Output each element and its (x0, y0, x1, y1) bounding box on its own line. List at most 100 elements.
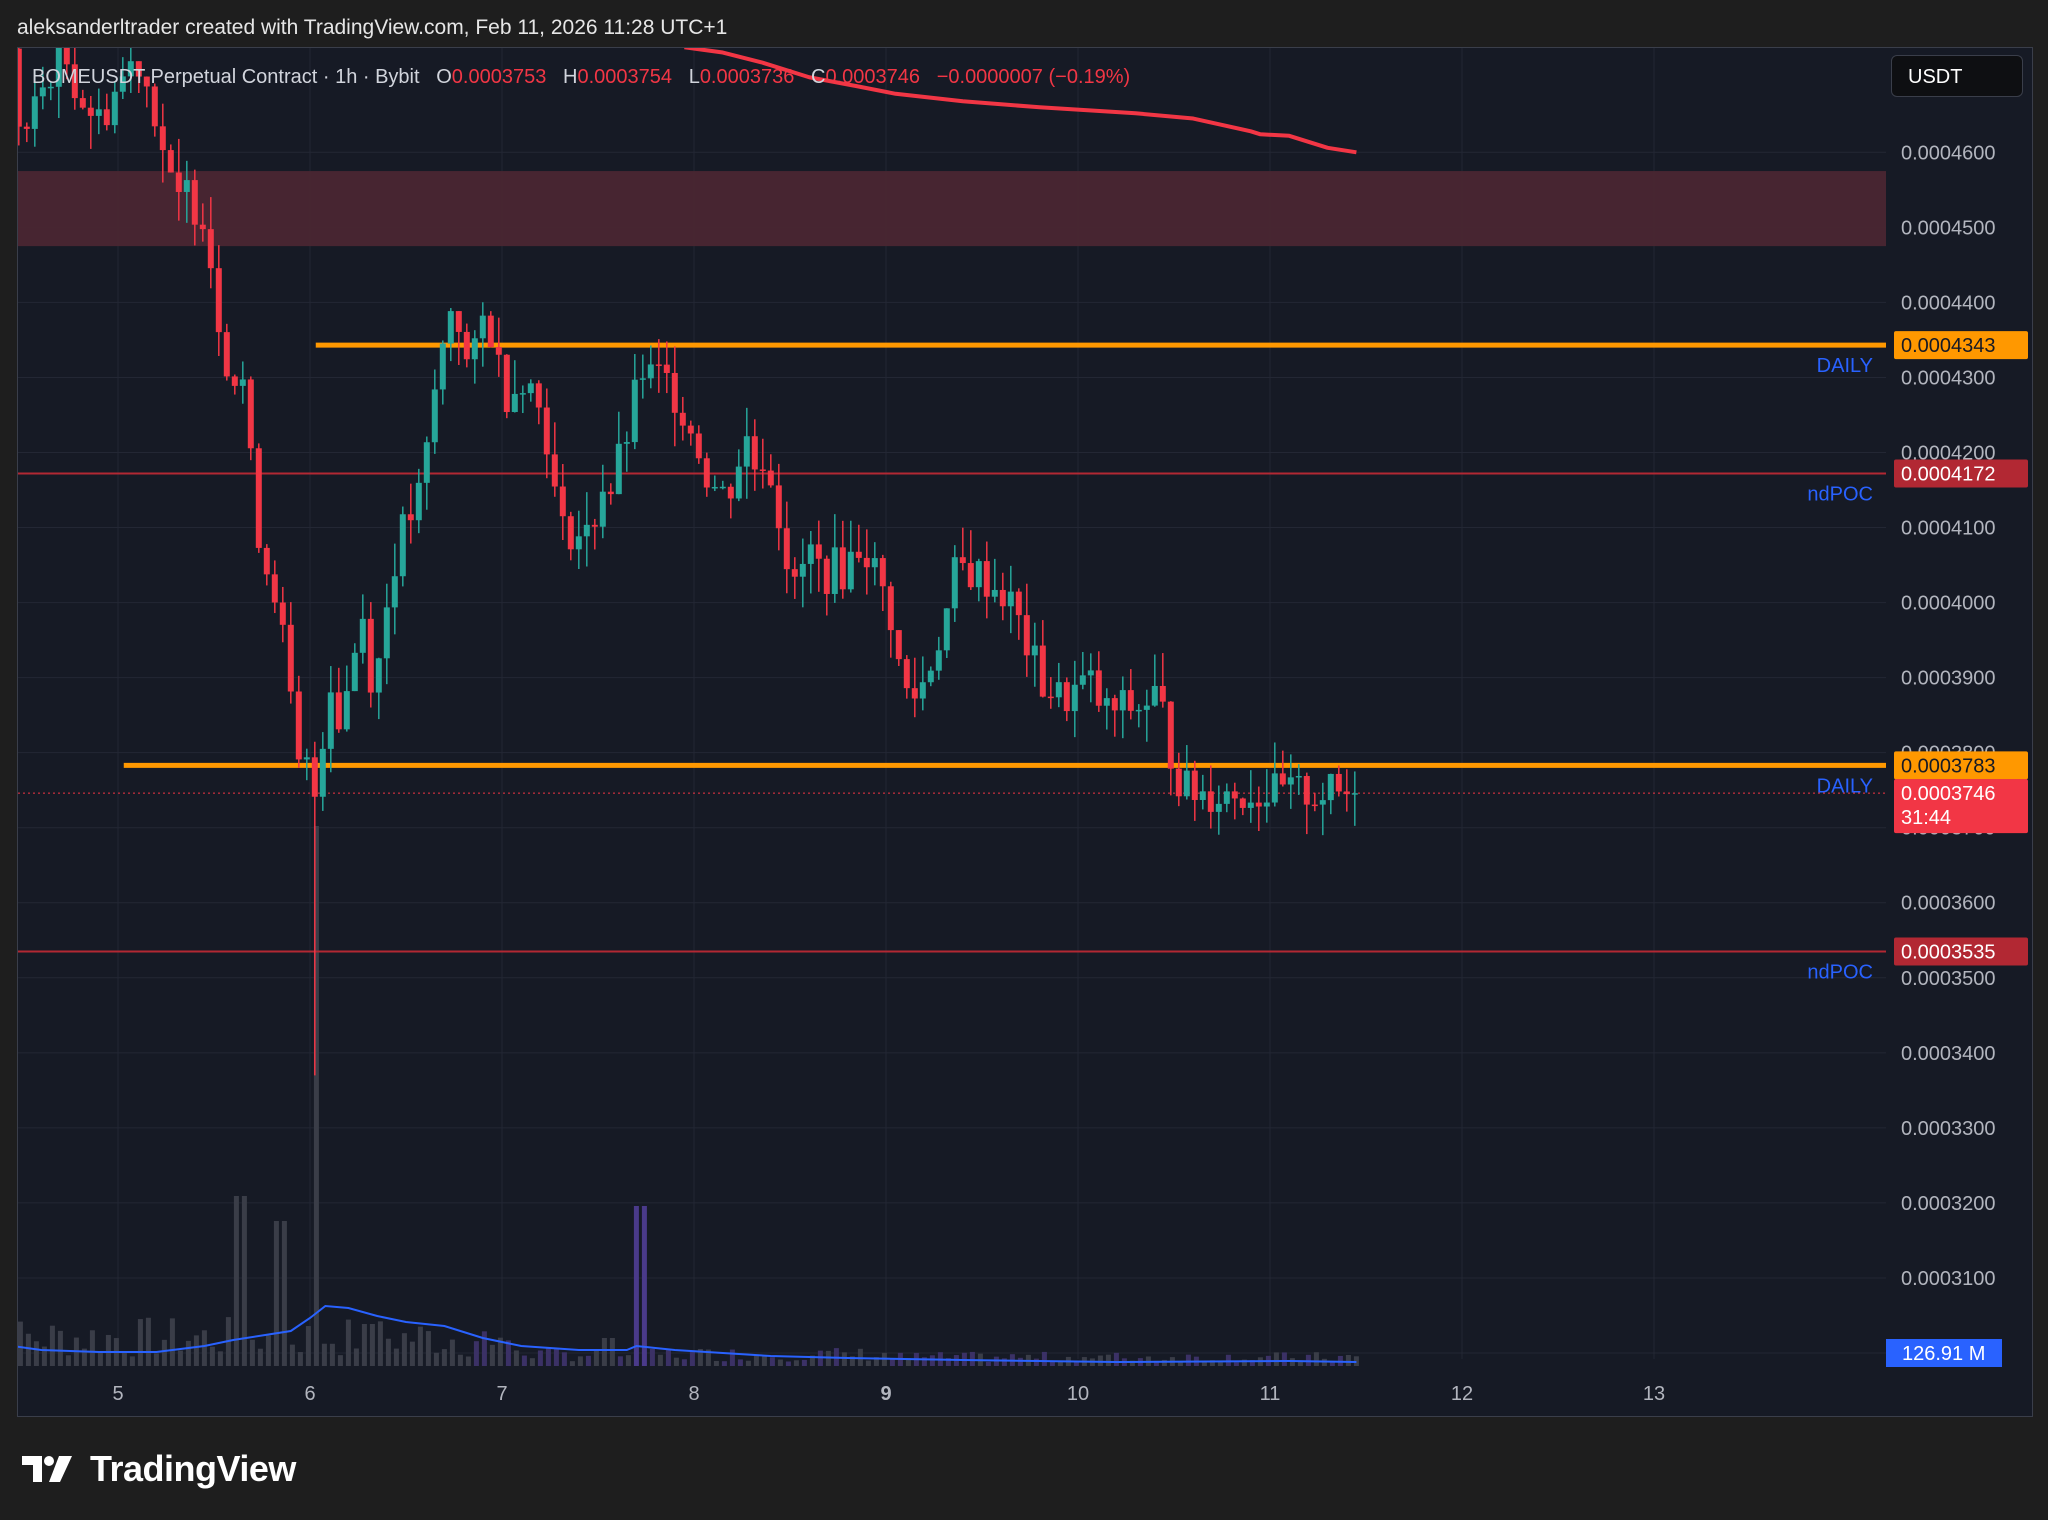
volume-bar (777, 1359, 783, 1366)
tradingview-footer[interactable]: TradingView (22, 1448, 296, 1490)
volume-bar (793, 1360, 799, 1366)
low-value: 0.0003736 (699, 66, 795, 88)
volume-bar (457, 1354, 463, 1366)
volume-bar (761, 1356, 767, 1366)
candle-body (1071, 684, 1078, 712)
moving-average-line (684, 48, 1357, 155)
candle-body (855, 551, 862, 558)
volume-ma-tag: 126.91 M (1902, 1343, 1985, 1365)
candle-body (447, 311, 454, 344)
volume-bar (641, 1206, 647, 1366)
candle-body (751, 436, 758, 470)
volume-bar (1185, 1354, 1191, 1366)
chart-panel[interactable]: DAILY ndPOC DAILY ndPOC 0.0004600 0.0004500 0.… (17, 47, 2033, 1417)
price-chart[interactable]: DAILY ndPOC DAILY ndPOC 0.0004600 0.0004500 0.… (18, 48, 2032, 1416)
candle-body (1127, 690, 1134, 711)
candle-body (1095, 670, 1102, 706)
candle-body (383, 607, 390, 659)
price-axis-label: 0.0004500 (1901, 217, 1996, 239)
candle-body (615, 443, 622, 495)
candle-body (1151, 685, 1158, 706)
candle-body (607, 491, 614, 495)
candle-body (151, 86, 158, 127)
candle-body (295, 691, 302, 760)
volume-bar (473, 1341, 479, 1366)
volume-bar (153, 1353, 159, 1366)
candle-body (639, 378, 646, 380)
level-price-tag: 0.0004172 (1901, 463, 1996, 485)
volume-bar (145, 1317, 151, 1366)
volume-bar (817, 1350, 823, 1366)
candle-body (543, 407, 550, 455)
volume-bar (97, 1351, 103, 1366)
price-axis-label: 0.0003600 (1901, 893, 1996, 915)
candle-body (343, 691, 350, 730)
volume-bar (545, 1347, 551, 1366)
volume-bar (1313, 1352, 1319, 1366)
volume-bar (745, 1360, 751, 1366)
volume-bar (705, 1349, 711, 1366)
candle-body (39, 87, 46, 97)
tradingview-logo-icon (22, 1456, 72, 1482)
candle-body (1167, 701, 1174, 769)
volume-bar (601, 1338, 607, 1366)
candle-body (271, 574, 278, 603)
volume-bar (1233, 1362, 1239, 1366)
volume-bar (1049, 1360, 1055, 1366)
candle-body (223, 332, 230, 377)
volume-bar (753, 1354, 759, 1366)
candle-body (823, 558, 830, 594)
level-label-daily: DAILY (1817, 775, 1873, 797)
candle-body (439, 343, 446, 390)
volume-bar (585, 1355, 591, 1366)
candle-body (575, 536, 582, 550)
candle-body (1183, 770, 1190, 797)
volume-bar (865, 1360, 871, 1366)
volume-bar (65, 1355, 71, 1366)
candle-body (47, 86, 54, 89)
candle-body (143, 76, 150, 87)
candle-body (263, 547, 270, 575)
candle-body (967, 563, 974, 588)
candle-body (1143, 705, 1150, 710)
candle-body (327, 692, 334, 749)
candle-body (903, 659, 910, 689)
candle-body (207, 229, 214, 269)
volume-bar (353, 1348, 359, 1366)
candle-body (255, 448, 262, 548)
volume-bar (49, 1325, 55, 1366)
candle-body (1311, 804, 1318, 807)
volume-bar (1113, 1352, 1119, 1366)
volume-bar (369, 1324, 375, 1366)
volume-bar (713, 1360, 719, 1366)
last-price-tag: 0.0003746 (1901, 783, 1996, 805)
symbol-name[interactable]: BOMEUSDT Perpetual Contract · 1h · Bybit (32, 66, 420, 88)
volume-bar (177, 1350, 183, 1366)
volume-bar (57, 1330, 63, 1366)
time-axis-label: 10 (1067, 1383, 1089, 1405)
candle-body (767, 470, 774, 486)
candle-body (1255, 802, 1262, 807)
candle-body (695, 433, 702, 459)
volume-bar (401, 1333, 407, 1366)
volume-bar (1241, 1359, 1247, 1366)
level-price-tag: 0.0003783 (1901, 755, 1996, 777)
candle-body (471, 338, 478, 360)
candle-body (199, 224, 206, 230)
volume-bar (1041, 1351, 1047, 1366)
volume-bar (737, 1359, 743, 1366)
volume-bar (281, 1221, 287, 1366)
volume-bar (289, 1344, 295, 1366)
currency-selector-button[interactable]: USDT (1891, 55, 2023, 97)
candle-body (863, 557, 870, 568)
volume-bar (18, 1321, 23, 1366)
volume-bar (505, 1340, 511, 1366)
candle-body (871, 558, 878, 568)
price-change: −0.0000007 (−0.19%) (936, 66, 1131, 88)
candle-body (591, 524, 598, 527)
volume-bar (417, 1326, 423, 1366)
candle-body (95, 109, 102, 116)
candle-body (351, 652, 358, 692)
attribution-text: aleksanderltrader created with TradingVi… (17, 16, 728, 39)
candle-body (879, 558, 886, 587)
